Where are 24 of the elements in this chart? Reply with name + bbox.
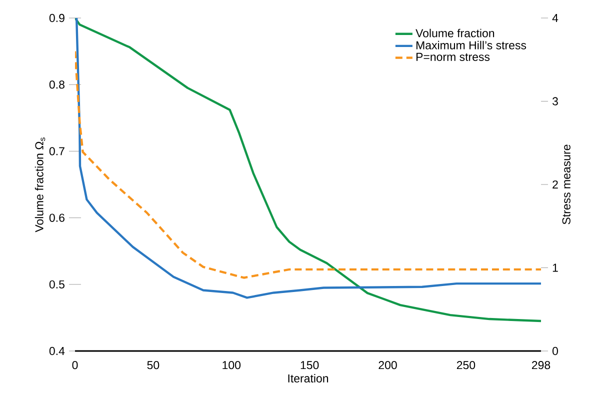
legend-label: P=norm stress [416, 52, 490, 61]
legend-label: Volume fraction [416, 28, 494, 38]
y2-tick-label: 0 [552, 346, 558, 356]
x-tick-label: 50 [147, 361, 160, 370]
x-axis-title: Iteration [288, 374, 328, 382]
x-tick-label: 200 [378, 361, 397, 370]
x-tick-label: 0 [72, 361, 78, 370]
y-tick-label: 0.4 [49, 346, 65, 356]
y2-tick-label: 3 [552, 97, 558, 106]
y-tick-label: 0.7 [49, 147, 64, 156]
y2-tick-label: 2 [552, 180, 558, 189]
y2-tick-label: 1 [552, 264, 558, 272]
y-axis-title: Volume fraction Ω$_{s}$ [34, 138, 46, 232]
y2-tick-label: 4 [552, 14, 558, 22]
legend-label: Maximum Hill’s stress [416, 40, 526, 50]
x-tick-label: 250 [456, 361, 476, 370]
y-tick-label: 0.8 [49, 80, 64, 89]
y-tick-label: 0.6 [49, 214, 64, 222]
x-tick-label: 150 [300, 361, 319, 370]
x-tick-label: 298 [532, 361, 550, 370]
y-tick-label: 0.5 [49, 280, 64, 288]
x-tick-label: 100 [222, 361, 241, 370]
y-tick-label: 0.9 [49, 14, 64, 22]
y2-axis-title: Stress measure [562, 144, 570, 224]
